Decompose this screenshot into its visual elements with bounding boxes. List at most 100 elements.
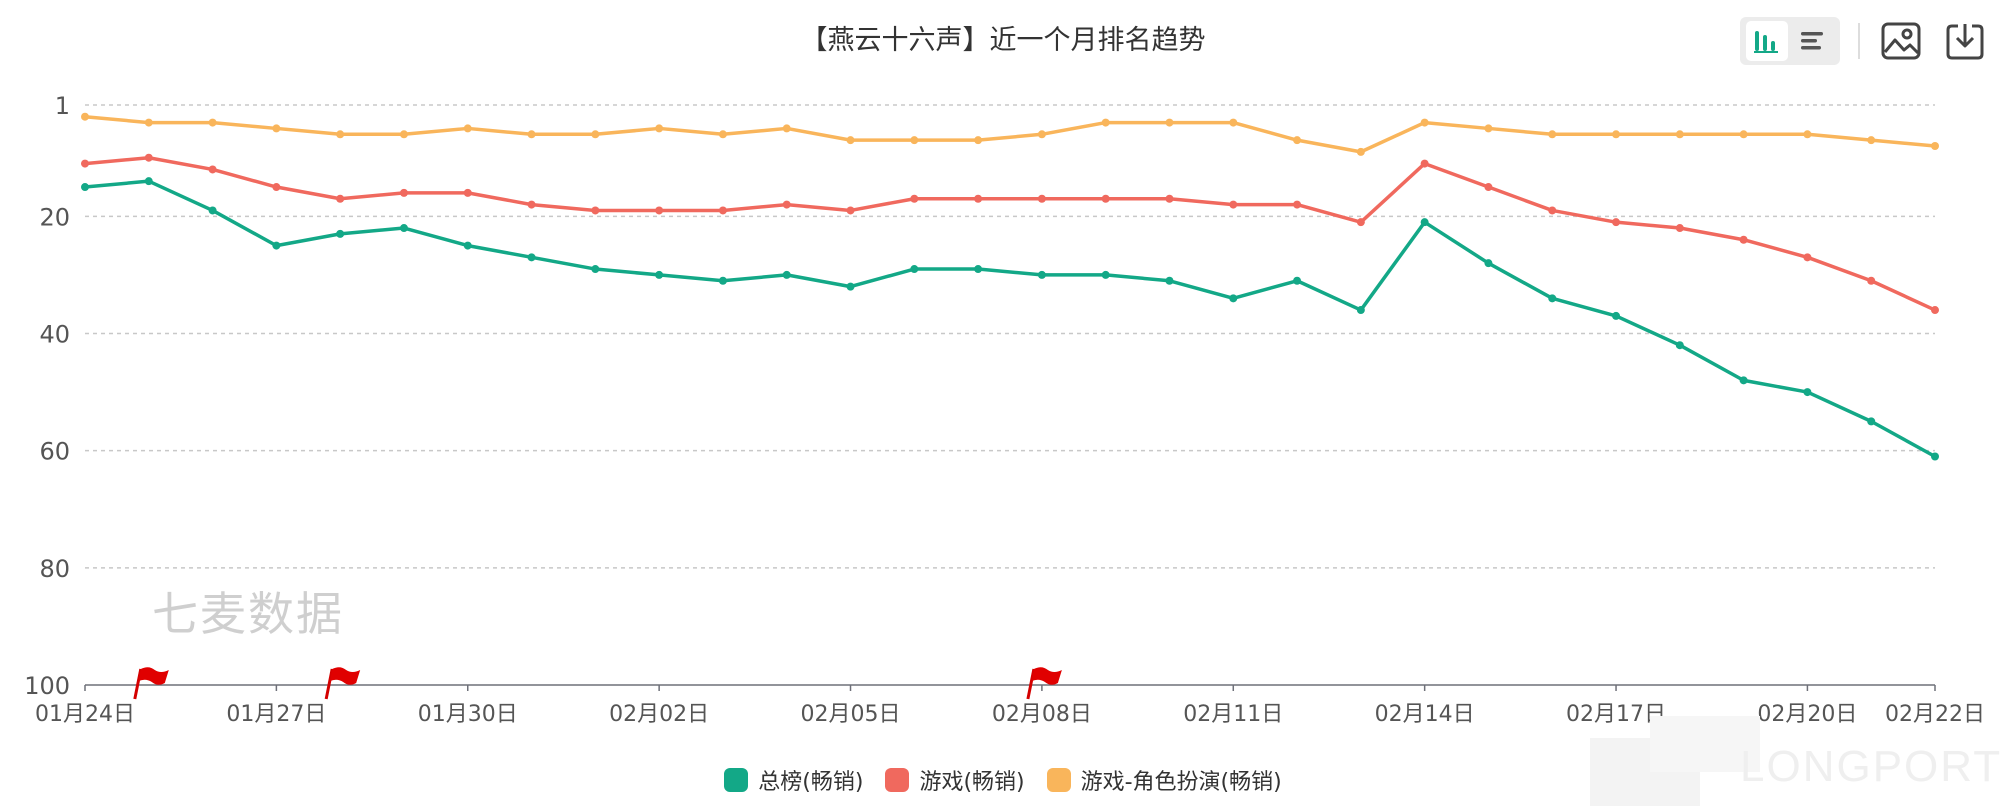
data-point[interactable] <box>591 130 600 139</box>
data-point[interactable] <box>1037 194 1046 203</box>
data-point[interactable] <box>846 136 855 145</box>
data-point[interactable] <box>399 224 408 233</box>
legend-item[interactable]: 游戏(畅销) <box>885 764 1025 796</box>
data-point[interactable] <box>399 130 408 139</box>
data-point[interactable] <box>1293 200 1302 209</box>
data-point[interactable] <box>1867 276 1876 285</box>
data-point[interactable] <box>1612 130 1621 139</box>
data-point[interactable] <box>910 136 919 145</box>
data-point[interactable] <box>527 200 536 209</box>
data-point[interactable] <box>1356 147 1365 156</box>
data-point[interactable] <box>1101 270 1110 279</box>
data-point[interactable] <box>1229 294 1238 303</box>
data-point[interactable] <box>399 188 408 197</box>
data-point[interactable] <box>336 194 345 203</box>
data-point[interactable] <box>463 124 472 133</box>
data-point[interactable] <box>272 124 281 133</box>
data-point[interactable] <box>1165 118 1174 127</box>
data-point[interactable] <box>144 118 153 127</box>
event-flag-icon[interactable] <box>324 667 361 700</box>
data-point[interactable] <box>846 206 855 215</box>
data-point[interactable] <box>1612 311 1621 320</box>
data-point[interactable] <box>1037 130 1046 139</box>
event-flag-icon[interactable] <box>1026 667 1062 700</box>
data-point[interactable] <box>782 200 791 209</box>
data-point[interactable] <box>208 165 217 174</box>
data-point[interactable] <box>718 206 727 215</box>
data-point[interactable] <box>1229 118 1238 127</box>
data-point[interactable] <box>782 270 791 279</box>
data-point[interactable] <box>974 265 983 274</box>
data-point[interactable] <box>144 177 153 186</box>
data-point[interactable] <box>81 159 89 168</box>
data-point[interactable] <box>1803 388 1812 397</box>
data-point[interactable] <box>1548 206 1557 215</box>
data-point[interactable] <box>1293 276 1302 285</box>
data-point[interactable] <box>81 112 89 121</box>
data-point[interactable] <box>1356 218 1365 227</box>
data-point[interactable] <box>1548 130 1557 139</box>
data-point[interactable] <box>1037 270 1046 279</box>
data-point[interactable] <box>1101 194 1110 203</box>
data-point[interactable] <box>1931 142 1939 151</box>
data-point[interactable] <box>81 183 89 192</box>
data-point[interactable] <box>1931 306 1939 315</box>
data-point[interactable] <box>974 194 983 203</box>
series-line[interactable] <box>84 179 1936 459</box>
data-point[interactable] <box>846 282 855 291</box>
data-point[interactable] <box>1101 118 1110 127</box>
data-point[interactable] <box>591 265 600 274</box>
data-point[interactable] <box>591 206 600 215</box>
data-point[interactable] <box>1165 194 1174 203</box>
data-point[interactable] <box>1739 130 1748 139</box>
data-point[interactable] <box>1675 341 1684 350</box>
data-point[interactable] <box>655 124 664 133</box>
data-point[interactable] <box>336 130 345 139</box>
data-point[interactable] <box>527 253 536 262</box>
data-point[interactable] <box>782 124 791 133</box>
data-point[interactable] <box>1803 253 1812 262</box>
series-line[interactable] <box>84 155 1936 312</box>
data-point[interactable] <box>272 241 281 250</box>
data-point[interactable] <box>1612 218 1621 227</box>
data-point[interactable] <box>1229 200 1238 209</box>
data-point[interactable] <box>1548 294 1557 303</box>
data-point[interactable] <box>1420 159 1429 168</box>
event-flag-icon[interactable] <box>133 667 169 700</box>
data-point[interactable] <box>1356 306 1365 315</box>
image-save-icon[interactable] <box>1878 18 1924 64</box>
data-point[interactable] <box>655 270 664 279</box>
data-point[interactable] <box>1165 276 1174 285</box>
legend-item[interactable]: 游戏-角色扮演(畅销) <box>1046 764 1282 796</box>
data-point[interactable] <box>1675 224 1684 233</box>
data-point[interactable] <box>1931 452 1939 461</box>
data-point[interactable] <box>1867 136 1876 145</box>
bar-view-icon[interactable] <box>1746 21 1788 61</box>
series-line[interactable] <box>84 114 1936 154</box>
data-point[interactable] <box>1420 118 1429 127</box>
data-point[interactable] <box>1420 218 1429 227</box>
legend-item[interactable]: 总榜(畅销) <box>724 764 863 796</box>
data-point[interactable] <box>1803 130 1812 139</box>
data-point[interactable] <box>910 265 919 274</box>
data-point[interactable] <box>208 118 217 127</box>
data-point[interactable] <box>527 130 536 139</box>
data-point[interactable] <box>718 130 727 139</box>
data-point[interactable] <box>336 229 345 238</box>
data-point[interactable] <box>272 183 281 192</box>
data-point[interactable] <box>1739 235 1748 244</box>
data-point[interactable] <box>1675 130 1684 139</box>
data-point[interactable] <box>1739 376 1748 385</box>
data-point[interactable] <box>1293 136 1302 145</box>
data-point[interactable] <box>1484 124 1493 133</box>
data-point[interactable] <box>1484 259 1493 268</box>
data-point[interactable] <box>1867 417 1876 426</box>
data-point[interactable] <box>1484 183 1493 192</box>
list-view-icon[interactable] <box>1792 21 1834 61</box>
download-icon[interactable] <box>1942 18 1988 64</box>
data-point[interactable] <box>655 206 664 215</box>
data-point[interactable] <box>208 206 217 215</box>
data-point[interactable] <box>974 136 983 145</box>
data-point[interactable] <box>463 241 472 250</box>
data-point[interactable] <box>463 188 472 197</box>
